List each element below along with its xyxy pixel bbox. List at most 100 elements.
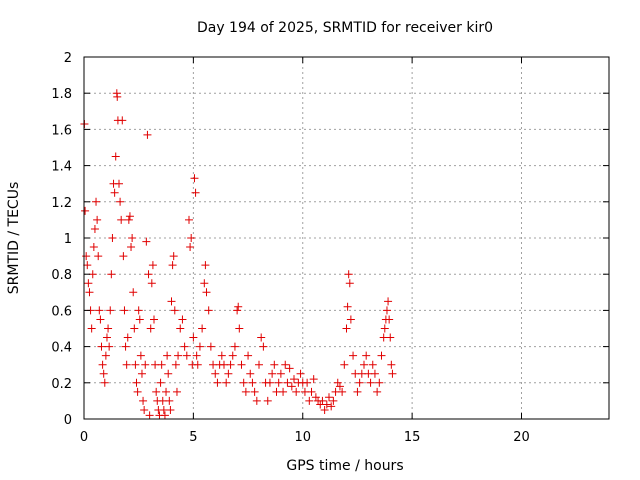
data-point bbox=[119, 252, 128, 261]
data-point bbox=[97, 342, 106, 351]
data-point bbox=[270, 360, 279, 369]
data-point bbox=[132, 378, 141, 387]
y-tick-label: 1.8 bbox=[51, 87, 72, 102]
y-tick-label: 1.2 bbox=[51, 196, 72, 211]
data-point bbox=[237, 360, 246, 369]
data-point bbox=[81, 206, 90, 215]
data-point bbox=[111, 152, 120, 161]
data-point bbox=[195, 342, 204, 351]
data-point bbox=[248, 378, 257, 387]
data-point bbox=[104, 324, 113, 333]
data-point bbox=[307, 387, 316, 396]
data-point bbox=[85, 288, 94, 297]
data-point bbox=[274, 378, 283, 387]
data-point bbox=[102, 333, 111, 342]
data-point bbox=[88, 270, 97, 279]
y-tick-label: 1.4 bbox=[51, 160, 72, 175]
data-point bbox=[172, 387, 181, 396]
y-tick-label: 0 bbox=[64, 413, 72, 428]
data-point bbox=[368, 360, 377, 369]
data-point bbox=[165, 396, 174, 405]
data-point bbox=[185, 215, 193, 224]
data-point bbox=[163, 351, 172, 360]
data-point bbox=[292, 387, 301, 396]
data-point bbox=[166, 405, 175, 414]
data-point bbox=[380, 324, 389, 333]
data-point bbox=[325, 393, 333, 402]
data-point bbox=[156, 378, 165, 387]
data-point bbox=[387, 360, 396, 369]
y-tick-label: 1.6 bbox=[51, 123, 72, 138]
data-point bbox=[198, 324, 207, 333]
data-point bbox=[108, 234, 117, 242]
data-point bbox=[235, 324, 244, 333]
data-point bbox=[135, 315, 144, 324]
data-point bbox=[342, 324, 351, 333]
data-point bbox=[148, 261, 157, 270]
data-point bbox=[168, 261, 177, 270]
axis-ticks bbox=[83, 56, 609, 420]
data-point bbox=[244, 351, 253, 360]
data-point bbox=[296, 369, 305, 378]
data-point bbox=[285, 364, 294, 373]
data-point bbox=[386, 333, 395, 342]
y-tick-label: 0.4 bbox=[51, 341, 72, 356]
data-point bbox=[92, 197, 101, 206]
data-point bbox=[250, 387, 259, 396]
data-point bbox=[142, 237, 151, 246]
data-point bbox=[345, 279, 354, 288]
data-point bbox=[123, 333, 132, 342]
data-point bbox=[382, 306, 391, 315]
data-point bbox=[259, 342, 268, 351]
data-point bbox=[318, 396, 327, 405]
data-point bbox=[335, 382, 344, 391]
data-point bbox=[320, 405, 329, 414]
data-point bbox=[110, 188, 119, 197]
data-point bbox=[95, 306, 104, 315]
data-point bbox=[309, 375, 318, 384]
y-tick-label: 2 bbox=[64, 51, 72, 66]
data-point bbox=[246, 369, 255, 378]
data-point bbox=[144, 270, 153, 279]
chart-title: Day 194 of 2025, SRMTID for receiver kir… bbox=[197, 20, 493, 36]
data-point bbox=[143, 130, 152, 139]
data-point bbox=[152, 387, 161, 396]
data-point bbox=[187, 234, 196, 242]
data-point bbox=[344, 270, 353, 279]
data-point bbox=[305, 396, 314, 405]
data-point bbox=[303, 378, 312, 387]
y-tick-label: 0.6 bbox=[51, 304, 72, 319]
data-point bbox=[170, 306, 179, 315]
data-point bbox=[182, 351, 191, 360]
data-point bbox=[125, 212, 134, 221]
data-point bbox=[217, 351, 226, 360]
data-point bbox=[160, 411, 169, 420]
data-point bbox=[137, 369, 146, 378]
data-point bbox=[116, 197, 125, 206]
data-point bbox=[281, 360, 290, 369]
data-point bbox=[189, 333, 198, 342]
data-point bbox=[139, 396, 148, 405]
data-points bbox=[80, 89, 397, 420]
data-point bbox=[115, 179, 123, 188]
data-point bbox=[84, 279, 93, 288]
data-point bbox=[384, 297, 393, 306]
data-point bbox=[146, 324, 155, 333]
data-point bbox=[191, 188, 200, 197]
data-point bbox=[120, 306, 129, 315]
data-point bbox=[178, 315, 187, 324]
data-point bbox=[87, 324, 96, 333]
data-point bbox=[106, 306, 115, 315]
data-point bbox=[322, 400, 331, 409]
data-point bbox=[83, 261, 92, 270]
data-point bbox=[201, 261, 210, 270]
data-point bbox=[370, 369, 379, 378]
data-point bbox=[338, 387, 347, 396]
data-point bbox=[373, 387, 382, 396]
data-point bbox=[190, 174, 199, 183]
y-tick-labels: 0 0.2 0.4 0.6 0.8 1 1.2 1.4 1.6 1.8 2 bbox=[51, 51, 72, 428]
data-point bbox=[129, 288, 138, 297]
data-point bbox=[257, 333, 266, 342]
data-point bbox=[164, 369, 173, 378]
data-point bbox=[101, 351, 110, 360]
